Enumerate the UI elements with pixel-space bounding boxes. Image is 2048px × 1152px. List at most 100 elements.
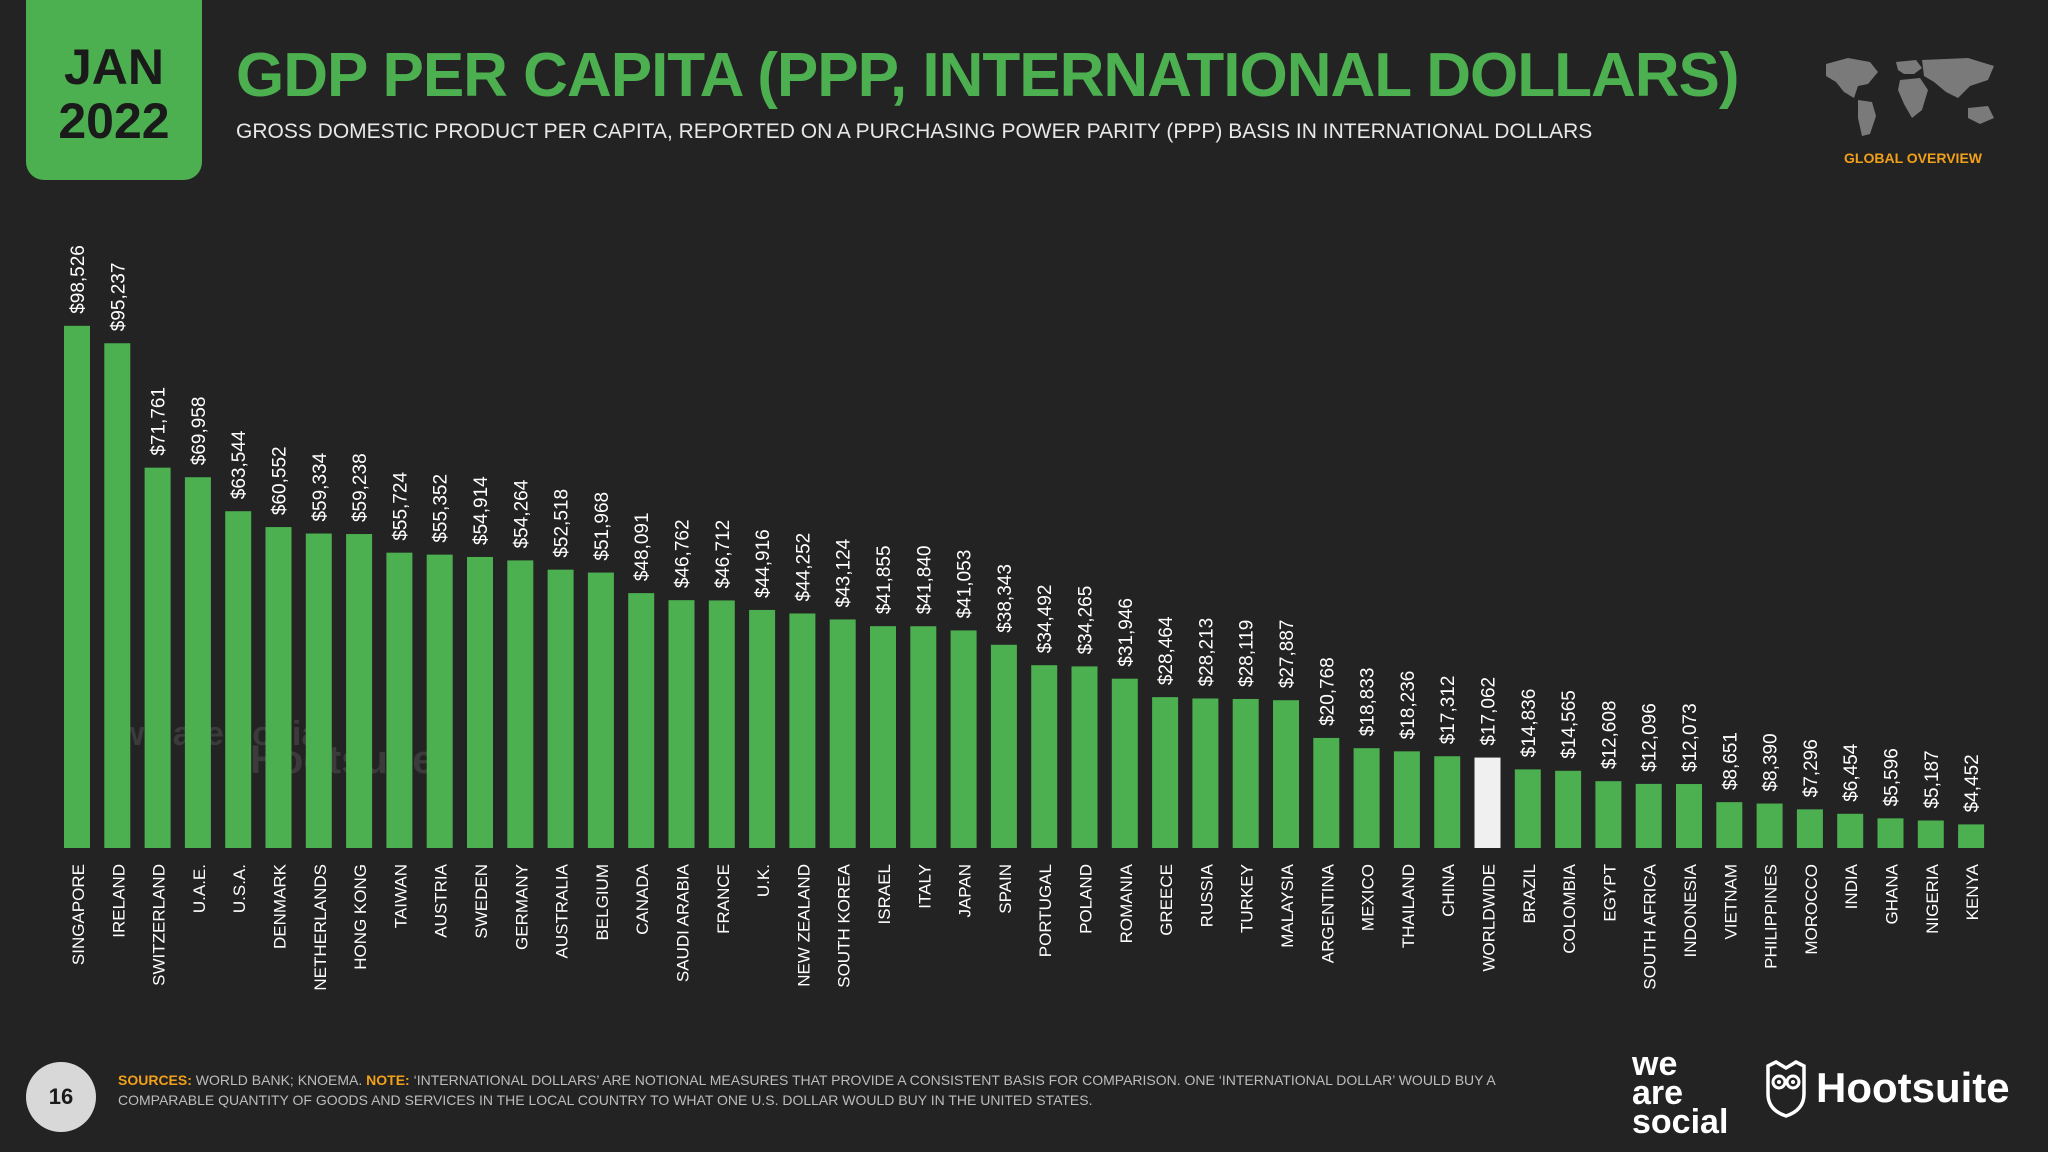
bar-hong-kong <box>346 534 373 848</box>
bar-saudi-arabia <box>668 600 695 848</box>
data-label: $43,124 <box>834 538 855 607</box>
data-label: $27,887 <box>1277 620 1298 689</box>
data-label: $54,264 <box>511 479 532 548</box>
data-label: $34,265 <box>1076 586 1097 655</box>
category-label: POLAND <box>1077 864 1096 934</box>
category-label: ITALY <box>915 864 934 909</box>
bar-malaysia <box>1273 700 1299 848</box>
data-label: $8,651 <box>1720 732 1741 790</box>
category-label: NETHERLANDS <box>311 864 330 991</box>
category-label: JAPAN <box>956 864 975 918</box>
we-are-social-logo: we are social <box>1632 1045 1729 1141</box>
data-label: $48,091 <box>632 512 653 581</box>
data-label: $12,096 <box>1640 703 1661 772</box>
category-label: AUSTRALIA <box>553 863 572 958</box>
category-label: KENYA <box>1963 863 1982 920</box>
bar-poland <box>1071 666 1098 848</box>
bar-russia <box>1192 698 1219 848</box>
bar-brazil <box>1514 769 1541 848</box>
data-label: $46,712 <box>713 520 734 589</box>
bar-nigeria <box>1917 820 1944 848</box>
data-label: $31,946 <box>1116 598 1137 667</box>
bar-canada <box>628 593 655 848</box>
category-label: U.S.A. <box>230 864 249 913</box>
logo-we-line-3: social <box>1632 1103 1729 1141</box>
bar-morocco <box>1796 809 1823 848</box>
date-month: JAN <box>63 39 165 95</box>
bar-vietnam <box>1716 802 1743 848</box>
bar-mexico <box>1353 748 1380 848</box>
category-label: MOROCCO <box>1802 864 1821 955</box>
bar-romania <box>1111 678 1138 848</box>
data-label: $41,840 <box>914 546 935 615</box>
category-label: NIGERIA <box>1923 863 1942 934</box>
note-text: ‘INTERNATIONAL DOLLARS’ ARE NOTIONAL MEA… <box>118 1072 1495 1108</box>
bar-philippines <box>1756 803 1783 848</box>
data-label: $60,552 <box>270 446 291 515</box>
category-label: MEXICO <box>1359 864 1378 931</box>
data-label: $20,768 <box>1317 657 1338 726</box>
category-label: SPAIN <box>996 864 1015 914</box>
bar-denmark <box>265 527 292 848</box>
category-label: CHINA <box>1439 863 1458 917</box>
data-label: $46,762 <box>673 519 694 588</box>
data-label: $59,238 <box>350 453 371 522</box>
category-label: SOUTH AFRICA <box>1641 863 1660 989</box>
bar-u-s-a- <box>225 511 252 848</box>
bar-israel <box>870 626 896 848</box>
data-label: $6,454 <box>1841 743 1862 802</box>
data-label: $54,914 <box>471 476 492 545</box>
data-label: $28,464 <box>1156 616 1177 685</box>
bar-u-k- <box>749 609 776 848</box>
owl-icon <box>1766 1060 1806 1118</box>
logo-we-line-1: we <box>1632 1045 1678 1083</box>
data-label: $14,836 <box>1519 689 1540 758</box>
logo-we-line-2: are <box>1632 1074 1684 1112</box>
category-label: THAILAND <box>1399 864 1418 948</box>
world-map-icon <box>1826 58 1994 136</box>
data-label: $44,252 <box>793 533 814 602</box>
bar-greece <box>1152 697 1179 848</box>
data-label: $95,237 <box>108 263 129 332</box>
bar-kenya <box>1958 824 1985 848</box>
category-label: U.K. <box>754 864 773 897</box>
category-label: MALAYSIA <box>1278 863 1297 947</box>
category-label: GHANA <box>1883 863 1902 924</box>
data-label: $38,343 <box>995 564 1016 633</box>
page-number: 16 <box>26 1062 96 1132</box>
category-label: SWEDEN <box>472 864 491 939</box>
category-label: SOUTH KOREA <box>835 863 854 987</box>
bar-belgium <box>587 572 614 848</box>
category-label: PORTUGAL <box>1036 864 1055 957</box>
bar-new-zealand <box>789 613 816 848</box>
sources-text: WORLD BANK; KNOEMA. <box>195 1072 363 1088</box>
data-label: $71,761 <box>149 387 170 456</box>
page-title: GDP PER CAPITA (PPP, INTERNATIONAL DOLLA… <box>236 41 1740 110</box>
data-label: $12,073 <box>1680 703 1701 772</box>
data-label: $69,958 <box>189 397 210 466</box>
category-label: IRELAND <box>109 864 128 938</box>
data-label: $44,916 <box>753 529 774 598</box>
category-label: NEW ZEALAND <box>794 864 813 987</box>
page-subtitle: GROSS DOMESTIC PRODUCT PER CAPITA, REPOR… <box>236 120 1593 143</box>
data-label: $34,492 <box>1035 585 1056 654</box>
data-label: $5,596 <box>1882 748 1903 806</box>
bar-south-africa <box>1635 783 1662 848</box>
data-label: $55,724 <box>390 472 411 541</box>
category-label: U.A.E. <box>190 864 209 913</box>
note-label: NOTE: <box>366 1072 410 1088</box>
bar-india <box>1837 813 1864 848</box>
bar-netherlands <box>305 533 332 848</box>
data-label: $52,518 <box>552 489 573 558</box>
bar-switzerland <box>144 467 171 848</box>
sources-note: SOURCES: WORLD BANK; KNOEMA. NOTE: ‘INTE… <box>118 1070 1568 1110</box>
bar-portugal <box>1031 665 1058 848</box>
bar-ghana <box>1877 818 1904 848</box>
category-label: ROMANIA <box>1117 863 1136 943</box>
bar-colombia <box>1555 770 1582 848</box>
data-label: $41,053 <box>955 550 976 619</box>
data-label: $28,213 <box>1196 618 1217 687</box>
category-label: HONG KONG <box>351 864 370 970</box>
section-label: GLOBAL OVERVIEW <box>1844 150 1982 166</box>
bar-sweden <box>467 556 493 848</box>
